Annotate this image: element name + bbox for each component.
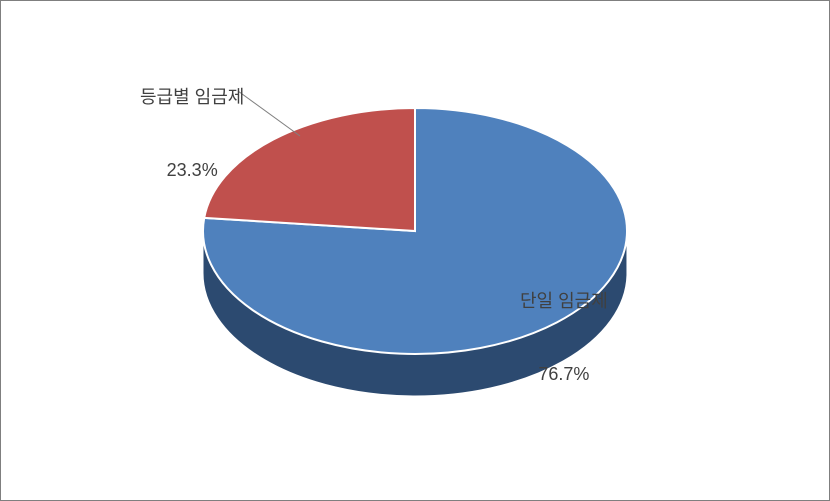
slice-label-1-name: 등급별 임금제 bbox=[140, 85, 244, 109]
slice-label-0-name: 단일 임금제 bbox=[520, 289, 608, 313]
slice-label-1: 등급별 임금제 23.3% bbox=[140, 37, 244, 231]
slice-label-1-value: 23.3% bbox=[140, 158, 244, 182]
slice-label-0: 단일 임금제 76.7% bbox=[520, 241, 608, 435]
slice-label-0-value: 76.7% bbox=[520, 362, 608, 386]
pie-chart: 단일 임금제 76.7% 등급별 임금제 23.3% bbox=[75, 31, 755, 471]
chart-frame: 단일 임금제 76.7% 등급별 임금제 23.3% bbox=[0, 0, 830, 501]
